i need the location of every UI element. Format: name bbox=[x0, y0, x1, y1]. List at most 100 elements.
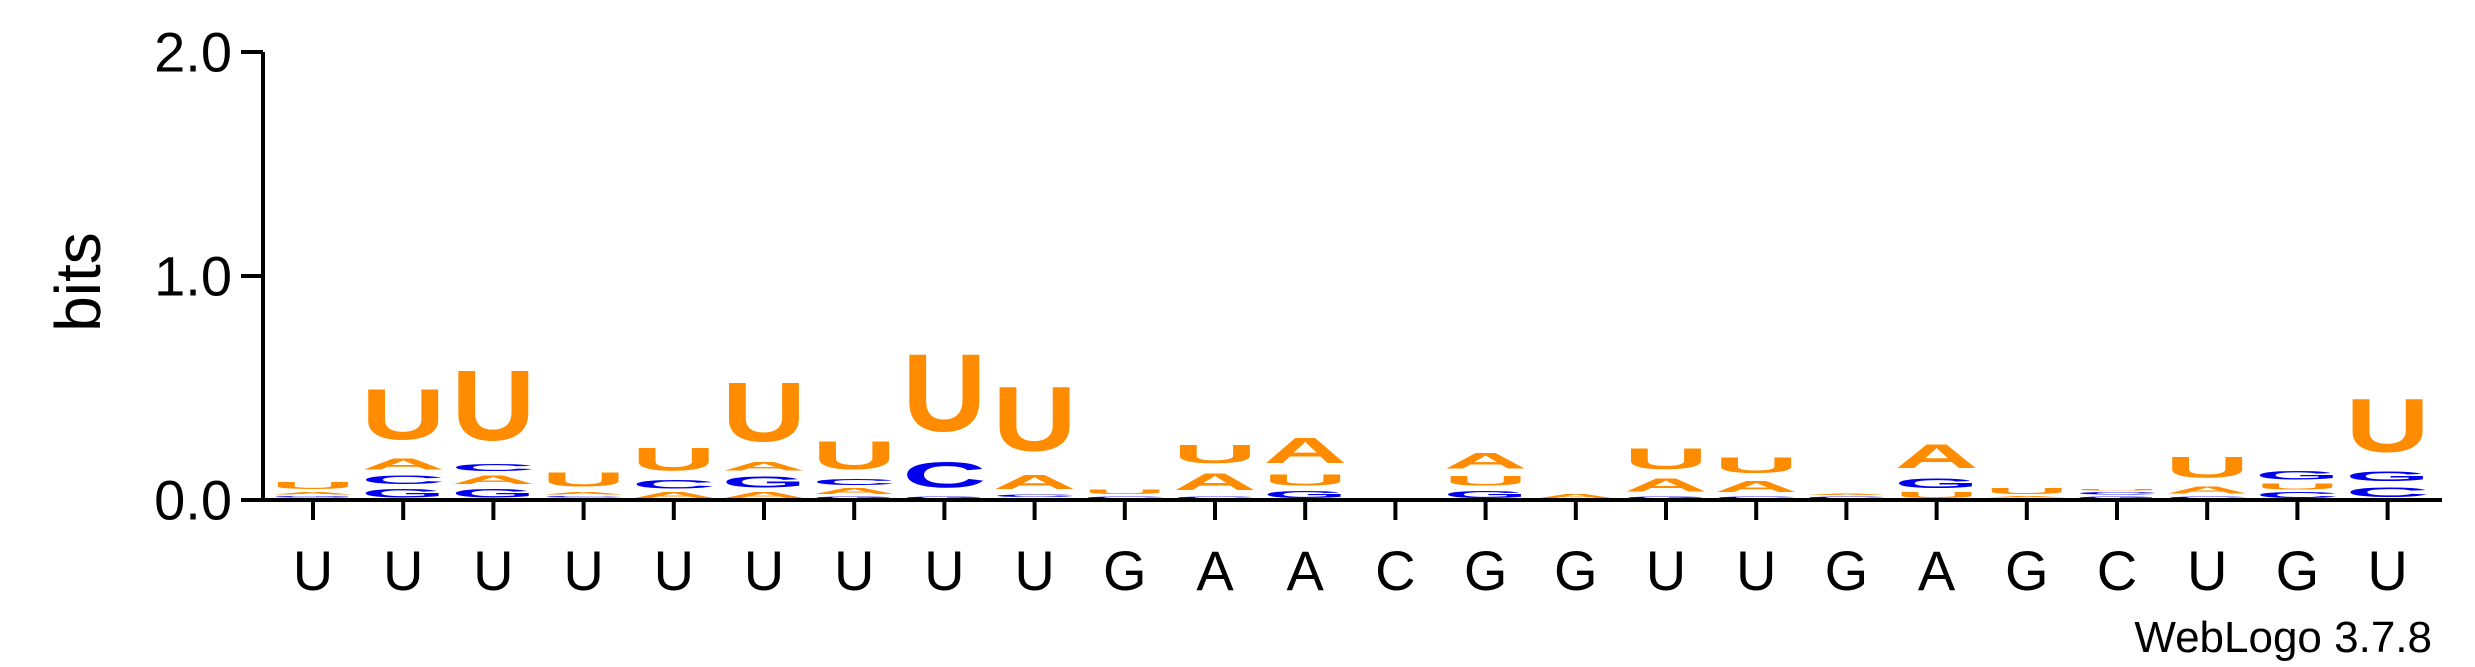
x-tick-label: G bbox=[1464, 539, 1508, 602]
logo-letter-u: U bbox=[722, 366, 806, 460]
logo-letter-u: U bbox=[632, 442, 716, 478]
logo-letter-g: G bbox=[1624, 496, 1708, 500]
logo-letter-u: U bbox=[902, 332, 986, 454]
logo-letter-c: C bbox=[812, 478, 896, 487]
y-tick-label: 1.0 bbox=[154, 245, 232, 308]
logo-letter-a: A bbox=[361, 455, 445, 473]
logo-letter-a: A bbox=[1804, 493, 1888, 495]
logo-letter-g: G bbox=[812, 496, 896, 500]
x-tick-label: U bbox=[924, 539, 964, 602]
logo-letter-g: G bbox=[451, 487, 535, 500]
logo-letter-g: G bbox=[2075, 496, 2159, 500]
logo-letter-c: C bbox=[632, 478, 716, 491]
logo-letter-c: C bbox=[2165, 496, 2249, 500]
logo-letter-a: A bbox=[812, 487, 896, 496]
x-tick-label: U bbox=[2187, 539, 2227, 602]
logo-letter-a: A bbox=[1263, 431, 1347, 471]
logo-letter-u: U bbox=[1263, 471, 1347, 489]
logo-letter-u: U bbox=[542, 468, 626, 491]
logo-letter-u: U bbox=[451, 350, 535, 462]
x-tick-label: U bbox=[744, 539, 784, 602]
logo-letter-u: U bbox=[2075, 489, 2159, 491]
logo-letter-c: C bbox=[1083, 496, 1167, 500]
x-tick-label: G bbox=[1825, 539, 1869, 602]
x-tick-label: U bbox=[473, 539, 513, 602]
logo-letter-u: U bbox=[993, 368, 1077, 471]
logo-letter-a: A bbox=[542, 491, 626, 495]
logo-letter-a: A bbox=[1624, 475, 1708, 495]
x-tick-label: A bbox=[1287, 539, 1325, 602]
logo-letter-u: U bbox=[812, 433, 896, 478]
logo-letter-a: A bbox=[1895, 437, 1979, 475]
logo-letter-c: C bbox=[1804, 496, 1888, 500]
logo-letter-u: U bbox=[1985, 487, 2069, 496]
logo-letter-u: U bbox=[1895, 491, 1979, 500]
x-tick-label: U bbox=[654, 539, 694, 602]
logo-letter-u: U bbox=[271, 480, 355, 491]
x-tick-label: G bbox=[2005, 539, 2049, 602]
logo-letter-a: A bbox=[2165, 484, 2249, 495]
logo-letter-a: A bbox=[1985, 496, 2069, 498]
logo-letter-a: A bbox=[1444, 448, 1528, 473]
logo-stacks: CGAUGCAUGACUGCAUACUAGAUGACUGCUGCAUCUCAUG… bbox=[271, 332, 2430, 500]
logo-letter-u: U bbox=[2255, 482, 2339, 491]
logo-letter-g: G bbox=[722, 473, 806, 491]
logo-letter-a: A bbox=[1714, 478, 1798, 496]
x-tick-label: U bbox=[293, 539, 333, 602]
logo-letter-a: A bbox=[1173, 469, 1257, 496]
x-tick-label: G bbox=[1554, 539, 1598, 602]
logo-letter-c: C bbox=[2255, 491, 2339, 500]
logo-letter-u: U bbox=[1444, 473, 1528, 489]
logo-letter-c: C bbox=[451, 462, 535, 473]
x-tick-label: U bbox=[1736, 539, 1776, 602]
logo-letter-c: C bbox=[2346, 484, 2430, 500]
y-tick-label: 0.0 bbox=[154, 469, 232, 532]
chart-axes bbox=[261, 52, 2442, 502]
x-tick-label: U bbox=[2367, 539, 2407, 602]
logo-letter-g: G bbox=[1263, 489, 1347, 500]
logo-letter-a: A bbox=[722, 460, 806, 473]
x-tick-label: G bbox=[1103, 539, 1147, 602]
logo-letter-a: A bbox=[1534, 493, 1618, 500]
x-tick-label: G bbox=[2276, 539, 2320, 602]
y-axis-label: bits bbox=[42, 232, 114, 332]
logo-letter-u: U bbox=[1173, 439, 1257, 468]
logo-letter-a: A bbox=[271, 491, 355, 495]
logo-letter-c: C bbox=[1173, 496, 1257, 500]
logo-letter-g: G bbox=[1444, 489, 1528, 500]
logo-letter-a: A bbox=[632, 491, 716, 500]
logo-letter-u: U bbox=[361, 375, 445, 455]
logo-letter-u: U bbox=[1714, 453, 1798, 478]
logo-letter-u: U bbox=[1083, 489, 1167, 496]
logo-letter-a: A bbox=[451, 473, 535, 486]
logo-letter-a: A bbox=[993, 471, 1077, 494]
y-ticks: 0.0 1.0 2.0 bbox=[154, 21, 263, 532]
x-tick-label: A bbox=[1196, 539, 1234, 602]
logo-letter-g: G bbox=[902, 496, 986, 500]
logo-letter-u: U bbox=[1624, 442, 1708, 476]
x-tick-label: C bbox=[1375, 539, 1415, 602]
weblogo-credit: WebLogo 3.7.8 bbox=[2134, 613, 2432, 662]
x-tick-label: U bbox=[383, 539, 423, 602]
logo-letter-g: G bbox=[1895, 475, 1979, 491]
logo-letter-u: U bbox=[2165, 451, 2249, 485]
y-tick-label: 2.0 bbox=[154, 21, 232, 84]
logo-letter-c: C bbox=[902, 455, 986, 495]
x-tick-label: U bbox=[563, 539, 603, 602]
logo-letter-c: C bbox=[993, 493, 1077, 497]
logo-letter-g: G bbox=[2346, 469, 2430, 485]
logo-letter-g: G bbox=[271, 496, 355, 498]
x-tick-label: A bbox=[1918, 539, 1956, 602]
logo-letter-c: C bbox=[1714, 496, 1798, 500]
x-tick-label: U bbox=[834, 539, 874, 602]
x-tick-label: U bbox=[1646, 539, 1686, 602]
logo-letter-u: U bbox=[2346, 383, 2430, 468]
x-tick-label: U bbox=[1014, 539, 1054, 602]
logo-letter-g: G bbox=[2255, 469, 2339, 482]
logo-letter-c: C bbox=[2075, 491, 2159, 495]
logo-letter-g: G bbox=[361, 487, 445, 500]
logo-letter-c: C bbox=[542, 496, 626, 498]
logo-letter-c: C bbox=[361, 473, 445, 486]
